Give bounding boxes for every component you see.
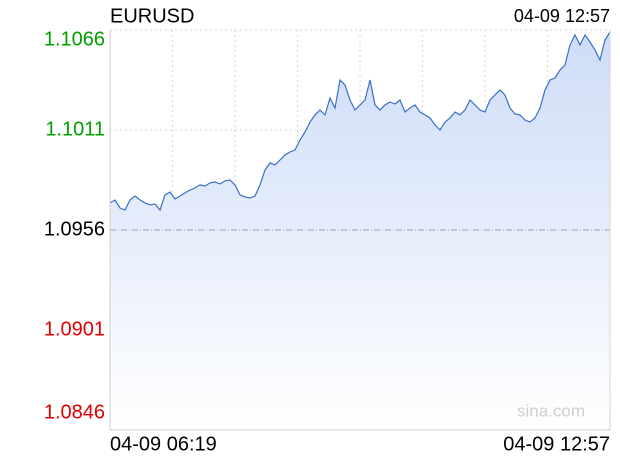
y-tick-label: 1.1011 — [45, 118, 105, 140]
latest-time: 04-09 12:57 — [514, 6, 610, 26]
price-line — [109, 31, 611, 212]
x-tick-label: 04-09 06:19 — [110, 433, 217, 455]
chart-title: EURUSD — [110, 5, 194, 27]
y-tick-label: 1.0846 — [44, 401, 105, 423]
watermark: sina.com — [517, 401, 585, 420]
y-tick-label: 1.1066 — [44, 28, 105, 50]
y-tick-label: 1.0956 — [44, 218, 105, 240]
x-tick-label: 04-09 12:57 — [503, 433, 610, 455]
area — [110, 32, 610, 430]
y-tick-label: 1.0901 — [44, 318, 105, 340]
